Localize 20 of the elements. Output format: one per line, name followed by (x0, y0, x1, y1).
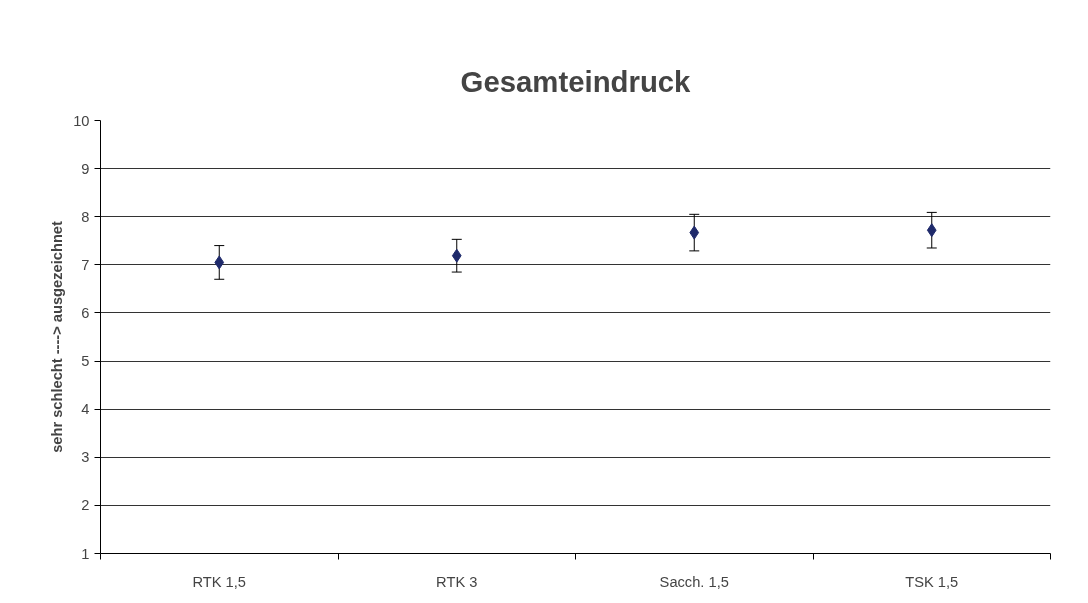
x-tick-label: RTK 1,5 (192, 573, 246, 590)
point (926, 223, 937, 238)
x-tick-label: Sacch. 1,5 (659, 573, 729, 590)
point (451, 248, 462, 263)
x-tick-label: RTK 3 (436, 573, 478, 590)
y-axis-title: sehr schlecht ----> ausgezeichnet (49, 221, 66, 453)
point (689, 225, 700, 240)
y-tick-label: 6 (81, 304, 90, 321)
y-tick-label: 5 (81, 353, 90, 370)
y-tick-label: 4 (81, 401, 90, 418)
point (214, 255, 225, 270)
y-tick-label: 10 (73, 112, 90, 129)
y-tick-label: 2 (81, 497, 90, 514)
y-tick-label: 3 (81, 449, 90, 466)
y-tick-label: 1 (81, 545, 90, 562)
y-tick-label: 7 (81, 256, 90, 273)
y-tick-label: 8 (81, 208, 90, 225)
x-tick-label: TSK 1,5 (905, 573, 959, 590)
chart-title: Gesamteindruck (460, 65, 692, 98)
y-tick-label: 9 (81, 160, 90, 177)
